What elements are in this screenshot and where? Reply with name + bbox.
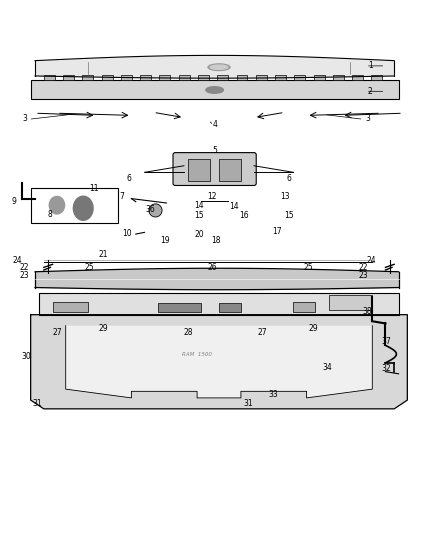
Polygon shape [31,314,407,409]
Text: 22: 22 [19,263,29,272]
Bar [63,75,74,80]
Text: 24: 24 [367,256,376,265]
Ellipse shape [73,196,93,220]
Bar [294,75,305,80]
Bar [333,75,344,80]
Text: 15: 15 [194,211,204,220]
Bar [102,75,113,80]
Bar [158,303,201,312]
Text: 24: 24 [13,256,22,265]
Ellipse shape [206,87,223,93]
Text: 8: 8 [48,211,53,219]
Bar [237,75,247,80]
Text: 29: 29 [308,324,318,333]
Text: 31: 31 [244,399,253,408]
Text: 15: 15 [284,211,294,220]
Text: 3: 3 [365,114,371,123]
Text: 31: 31 [32,399,42,408]
Text: 37: 37 [381,337,391,346]
Text: 30: 30 [21,352,31,361]
Bar [179,75,190,80]
Text: 7: 7 [119,192,124,201]
Ellipse shape [210,65,228,69]
Bar [217,75,228,80]
Text: 3: 3 [22,114,28,123]
Bar [314,75,325,80]
Text: 21: 21 [98,250,108,259]
Bar [256,75,267,80]
Text: 22: 22 [359,263,368,272]
Text: 18: 18 [211,236,221,245]
Bar [159,75,170,80]
Text: 28: 28 [184,328,193,337]
Text: 27: 27 [258,328,268,337]
Text: 20: 20 [194,230,204,239]
Text: 2: 2 [368,87,372,96]
Bar [188,159,210,181]
Text: 10: 10 [122,229,132,238]
Bar [31,188,118,223]
Text: 6: 6 [127,174,132,183]
FancyBboxPatch shape [173,152,256,185]
Bar [44,75,55,80]
Text: 25: 25 [303,263,313,272]
Text: 36: 36 [145,206,155,214]
Bar [219,159,241,181]
Bar [31,80,399,99]
Text: 16: 16 [240,211,249,220]
Polygon shape [66,326,372,398]
Bar [293,302,315,312]
Text: 27: 27 [52,328,62,337]
Bar [328,295,372,310]
Ellipse shape [208,64,230,70]
Text: 33: 33 [269,390,279,399]
Bar [140,75,151,80]
Text: 32: 32 [381,364,391,373]
Text: RAM  1500: RAM 1500 [182,352,212,357]
Text: 12: 12 [208,192,217,201]
Text: 17: 17 [272,227,282,236]
Text: 6: 6 [286,174,292,183]
Bar [53,302,88,312]
Text: 38: 38 [362,306,372,316]
Bar [371,75,382,80]
Text: 11: 11 [89,184,99,193]
Bar [352,75,363,80]
Text: 23: 23 [19,271,29,280]
Text: 34: 34 [323,363,332,372]
Text: 9: 9 [11,197,17,206]
Bar [275,75,286,80]
Text: 26: 26 [207,263,217,272]
Text: 4: 4 [212,119,217,128]
Text: 19: 19 [160,236,170,245]
Text: 14: 14 [230,202,239,211]
Text: 29: 29 [98,324,108,333]
Bar [82,75,93,80]
Text: 23: 23 [359,271,368,280]
Circle shape [149,204,162,217]
Text: 5: 5 [212,146,217,155]
Bar [198,75,209,80]
Text: 14: 14 [194,201,204,209]
Text: 1: 1 [368,61,372,69]
Text: 13: 13 [280,192,290,201]
Bar [121,75,132,80]
Text: 25: 25 [85,263,95,272]
Ellipse shape [49,197,65,214]
Bar [39,293,399,314]
Bar [219,303,241,312]
